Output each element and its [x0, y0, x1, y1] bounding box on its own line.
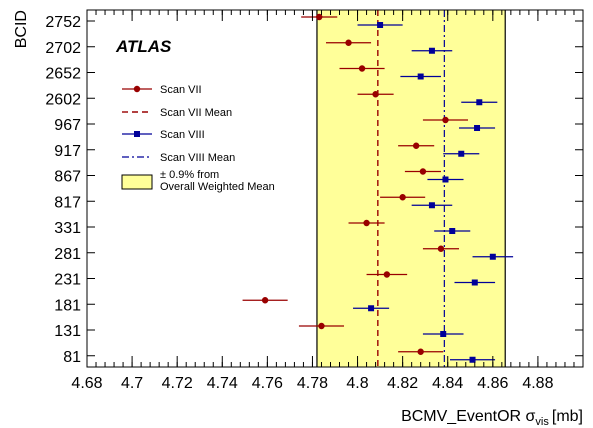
- scan-vii-point: [399, 194, 406, 201]
- y-tick-label: 2652: [45, 66, 81, 83]
- scan-viii-point: [476, 99, 483, 106]
- y-tick-label: 281: [54, 246, 81, 263]
- scan-viii-point: [489, 253, 496, 260]
- y-tick-label: 2702: [45, 40, 81, 57]
- atlas-label: ATLAS: [115, 37, 172, 56]
- y-tick-label: 331: [54, 220, 81, 237]
- scan-vii-point: [417, 348, 424, 355]
- scan-viii-point: [377, 22, 384, 28]
- legend-label: ± 0.9% from Overall Weighted Mean: [160, 169, 275, 193]
- axes: 4.68 4.7 4.72 4.74 4.76 4.78 4.8 4.82 4.84 4.86 4.…: [45, 10, 584, 392]
- plot-frame: [86, 9, 584, 368]
- x-axis-label-subscript: vis: [535, 416, 549, 428]
- scan-vii-point: [318, 322, 325, 330]
- y-tick-label: 867: [54, 169, 81, 186]
- scan-viii-point: [442, 176, 449, 183]
- scan-viii-point: [368, 305, 375, 312]
- scan-vii-point: [437, 245, 445, 252]
- legend-label-line: Scan VII Mean: [160, 107, 232, 119]
- scan-viii-point: [428, 202, 435, 209]
- scan-viii-point: [471, 279, 478, 286]
- data-points: [242, 13, 514, 363]
- legend-label-line: Scan VII: [160, 84, 202, 96]
- x-tick-label: 4.84: [432, 375, 463, 392]
- y-tick-label: 2752: [45, 14, 81, 31]
- legend-label: Scan VIII Mean: [160, 152, 235, 164]
- scan-vii-point: [316, 13, 323, 21]
- legend: Scan VII Scan VII Mean Scan VIII Scan VIII …: [121, 84, 275, 193]
- scan-vii-point: [419, 168, 427, 175]
- legend-label-line: Overall Weighted Mean: [160, 181, 275, 193]
- band-fill: [316, 10, 506, 367]
- legend-swatch: [121, 174, 153, 190]
- legend-label-line: ± 0.9% from: [160, 169, 219, 181]
- weighted-mean-band: [316, 10, 506, 367]
- x-axis-label-main: BCMV_EventOR σ: [401, 408, 535, 425]
- x-tick-label: 4.72: [162, 375, 193, 392]
- legend-marker: [133, 85, 141, 93]
- y-tick-label: 2602: [45, 91, 81, 108]
- scan-viii-point: [440, 331, 447, 337]
- y-tick-label: 231: [54, 272, 81, 289]
- x-tick-label: 4.8: [346, 375, 368, 392]
- y-tick-label: 967: [54, 117, 81, 134]
- x-tick-label: 4.74: [207, 375, 238, 392]
- x-tick-label: 4.78: [297, 375, 328, 392]
- scan-vii-point: [358, 65, 366, 72]
- scan-viii-point: [449, 228, 456, 234]
- legend-label: Scan VII: [160, 84, 202, 96]
- scan-viii-point: [469, 356, 476, 363]
- y-tick-label: 81: [63, 349, 81, 366]
- legend-label: Scan VIII: [160, 129, 205, 141]
- scan-viii-point: [458, 150, 465, 157]
- legend-label: Scan VII Mean: [160, 107, 232, 119]
- y-tick-label: 131: [54, 323, 81, 340]
- legend-marker: [134, 131, 140, 137]
- scan-vii-point: [383, 271, 391, 278]
- x-tick-label: 4.82: [387, 375, 418, 392]
- scan-vii-point: [412, 142, 420, 149]
- x-tick-label: 4.86: [477, 375, 508, 392]
- x-tick-label: 4.76: [252, 375, 283, 392]
- scan-vii-point: [261, 297, 269, 304]
- legend-label-line: Scan VIII Mean: [160, 152, 235, 164]
- y-axis-label: BCID: [13, 10, 30, 48]
- scan-viii-point: [474, 125, 481, 131]
- legend-label-line: Scan VIII: [160, 129, 205, 141]
- y-tick-label: 817: [54, 194, 81, 211]
- y-tick-label: 917: [54, 143, 81, 160]
- scan-viii-point: [417, 73, 424, 80]
- x-axis-label-unit: [mb]: [552, 408, 583, 425]
- x-tick-label: 4.68: [71, 375, 102, 392]
- scan-vii-point: [363, 219, 370, 227]
- scan-vii-point: [345, 39, 352, 46]
- scan-vii-point: [442, 116, 449, 124]
- scan-vii-point: [372, 91, 379, 98]
- y-tick-label: 181: [54, 297, 81, 314]
- x-tick-label: 4.88: [522, 375, 553, 392]
- x-axis-label: BCMV_EventOR σvis [mb]: [401, 408, 583, 428]
- scan-viii-point: [428, 47, 435, 54]
- x-tick-label: 4.7: [121, 375, 143, 392]
